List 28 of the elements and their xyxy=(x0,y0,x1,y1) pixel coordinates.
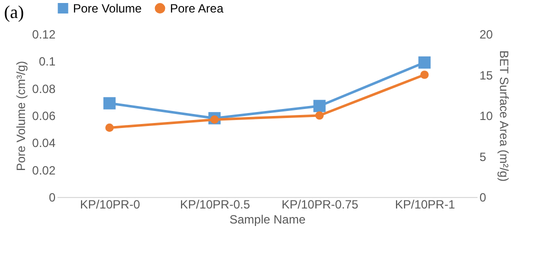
y2-tick-label: 15 xyxy=(480,68,494,82)
y2-tick-label: 0 xyxy=(480,190,486,204)
text: (a) xyxy=(4,2,24,23)
y2-axis-title: BET Surface Area (m²/g) xyxy=(496,50,511,182)
y-tick-label: 0.06 xyxy=(32,109,56,123)
y2-tick-label: 5 xyxy=(480,150,486,164)
point xyxy=(105,124,114,132)
x-tick-label: KP/10PR-0 xyxy=(80,198,140,212)
point xyxy=(420,70,429,79)
x-tick-label: KP/10PR-0.5 xyxy=(180,198,250,212)
point xyxy=(418,56,431,69)
point xyxy=(103,97,116,110)
y-tick-label: 0.04 xyxy=(32,136,56,150)
legend-label: Pore Area xyxy=(170,1,224,16)
y2-tick-label: 10 xyxy=(480,109,494,123)
y-tick-label: 0.12 xyxy=(32,28,56,42)
y-tick-label: 0.02 xyxy=(32,163,56,178)
y-tick-label: 0.1 xyxy=(38,54,56,69)
y-tick-label: 0 xyxy=(48,190,56,204)
y2-tick-label: 20 xyxy=(480,28,494,42)
point xyxy=(313,100,326,112)
y-axis-title: Pore Volume (cm³/g) xyxy=(14,60,28,172)
point xyxy=(315,111,324,120)
y-tick-label: 0.08 xyxy=(32,82,56,96)
x-tick-label: KP/10PR-0.75 xyxy=(282,198,359,212)
x-axis-title: Sample Name xyxy=(229,212,306,226)
legend-label: Pore Volume xyxy=(73,1,142,16)
x-tick-label: KP/10PR-1 xyxy=(394,198,456,212)
